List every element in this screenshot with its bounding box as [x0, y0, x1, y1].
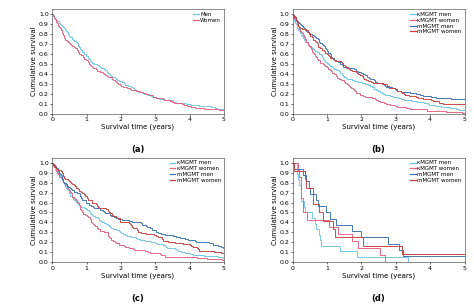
- Legend: κMGMT men, κMGMT women, mMGMT men, mMGMT women: κMGMT men, κMGMT women, mMGMT men, mMGMT…: [409, 159, 463, 184]
- X-axis label: Survival time (years): Survival time (years): [342, 272, 415, 279]
- X-axis label: Survival time (years): Survival time (years): [101, 272, 174, 279]
- Y-axis label: Cumulative survival: Cumulative survival: [31, 175, 37, 245]
- Text: (d): (d): [372, 294, 385, 303]
- Legend: κMGMT men, κMGMT women, mMGMT men, mMGMT women: κMGMT men, κMGMT women, mMGMT men, mMGMT…: [169, 159, 222, 184]
- X-axis label: Survival time (years): Survival time (years): [101, 124, 174, 130]
- Text: (a): (a): [131, 145, 145, 154]
- Text: (c): (c): [132, 294, 145, 303]
- Y-axis label: Cumulative survival: Cumulative survival: [31, 27, 37, 96]
- Y-axis label: Cumulative survival: Cumulative survival: [272, 175, 278, 245]
- Legend: κMGMT men, κMGMT women, mMGMT men, mMGMT women: κMGMT men, κMGMT women, mMGMT men, mMGMT…: [409, 11, 463, 36]
- Text: (b): (b): [372, 145, 385, 154]
- Y-axis label: Cumulative survival: Cumulative survival: [272, 27, 278, 96]
- Legend: Men, Women: Men, Women: [192, 11, 222, 24]
- X-axis label: Survival time (years): Survival time (years): [342, 124, 415, 130]
